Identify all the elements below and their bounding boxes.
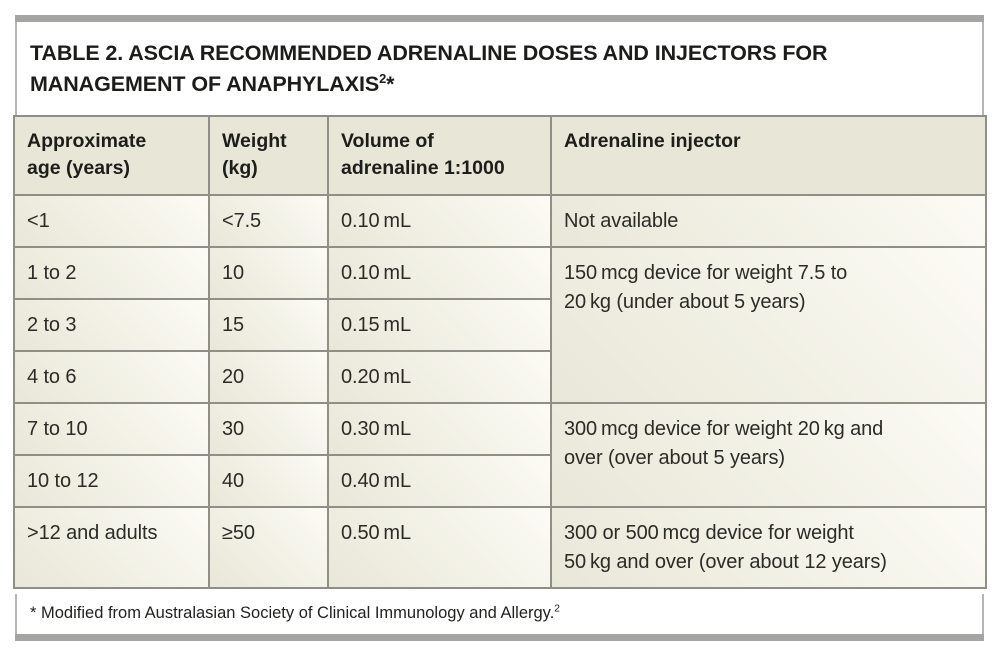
table-row: 7 to 10 30 0.30 mL 300 mcg device for we… [13,402,987,508]
table-row: 1 to 2 10 0.10 mL 150 mcg device for wei… [13,246,987,404]
adrenaline-dose-table: Approximate age (years) Weight (kg) Volu… [13,115,987,589]
bottom-divider-bar [15,634,984,641]
figure-title: TABLE 2. ASCIA RECOMMENDED ADRENALINE DO… [30,38,942,100]
cell-volume: 0.40 mL [327,454,552,508]
cell-age: 1 to 2 [13,246,210,300]
cell-weight: 40 [208,454,329,508]
footnote-marker: * [30,604,42,622]
top-divider-bar [15,15,984,22]
cell-age: 2 to 3 [13,298,210,352]
table-row: 4 to 6 20 0.20 mL [13,350,986,404]
cell-volume: 0.10 mL [327,194,552,248]
cell-injector: Not available [550,194,987,248]
cell-age: 4 to 6 [13,350,210,404]
table-figure: TABLE 2. ASCIA RECOMMENDED ADRENALINE DO… [13,15,987,641]
cell-age: 7 to 10 [13,402,210,456]
table-row: 2 to 3 15 0.15 mL [13,298,986,352]
cell-age: >12 and adults [13,506,210,589]
cell-age: 10 to 12 [13,454,210,508]
cell-volume: 0.15 mL [327,298,552,352]
header-row: Approximate age (years) Weight (kg) Volu… [13,115,987,196]
cell-weight: 15 [208,298,329,352]
col-header-age: Approximate age (years) [13,115,210,196]
footnote-body: Modified from Australasian Society of Cl… [41,604,555,622]
cell-volume: 0.10 mL [327,246,552,300]
table-row: >12 and adults ≥50 0.50 mL 300 or 500 mc… [13,506,987,589]
cell-volume: 0.20 mL [327,350,552,404]
col-header-volume: Volume of adrenaline 1:1000 [327,115,552,196]
title-reference-superscript: 2 [379,70,387,86]
cell-weight: 30 [208,402,329,456]
col-header-injector: Adrenaline injector [550,115,987,196]
footnote-text: * Modified from Australasian Society of … [30,603,969,623]
table-number-label: TABLE 2. [30,41,124,65]
table-row: 10 to 12 40 0.40 mL [13,454,986,508]
table-row: <1 <7.5 0.10 mL Not available [13,194,987,248]
figure-title-section: TABLE 2. ASCIA RECOMMENDED ADRENALINE DO… [15,22,984,115]
title-text: ASCIA RECOMMENDED ADRENALINE DOSES AND I… [30,41,828,96]
cell-weight: <7.5 [208,194,329,248]
cell-weight: 10 [208,246,329,300]
cell-age: <1 [13,194,210,248]
col-header-weight: Weight (kg) [208,115,329,196]
cell-injector-merged: 150 mcg device for weight 7.5 to 20 kg (… [550,246,987,404]
cell-weight: 20 [208,350,329,404]
footnote-section: * Modified from Australasian Society of … [15,594,984,634]
cell-injector-merged: 300 mcg device for weight 20 kg and over… [550,402,987,508]
cell-weight: ≥50 [208,506,329,589]
cell-volume: 0.30 mL [327,402,552,456]
title-asterisk: * [386,72,395,96]
cell-injector: 300 or 500 mcg device for weight 50 kg a… [550,506,987,589]
cell-volume: 0.50 mL [327,506,552,589]
footnote-reference-superscript: 2 [554,603,560,615]
